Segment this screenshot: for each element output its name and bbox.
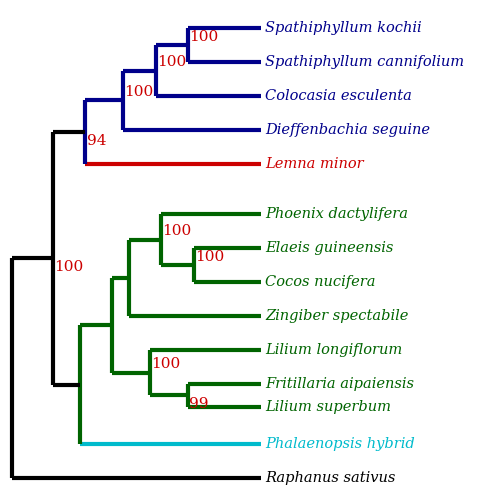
Text: 100: 100 [54,260,83,274]
Text: Phalaenopsis hybrid: Phalaenopsis hybrid [265,438,415,452]
Text: 100: 100 [125,84,154,98]
Text: Colocasia esculenta: Colocasia esculenta [265,89,412,103]
Text: Raphanus sativus: Raphanus sativus [265,472,396,486]
Text: 94: 94 [87,134,106,147]
Text: 100: 100 [151,357,181,371]
Text: Elaeis guineensis: Elaeis guineensis [265,242,394,256]
Text: Lilium longiflorum: Lilium longiflorum [265,343,402,357]
Text: 99: 99 [190,397,209,411]
Text: Spathiphyllum cannifolium: Spathiphyllum cannifolium [265,56,464,70]
Text: 100: 100 [190,30,219,44]
Text: 100: 100 [162,224,192,238]
Text: 100: 100 [195,250,224,264]
Text: 100: 100 [157,55,186,69]
Text: Phoenix dactylifera: Phoenix dactylifera [265,208,408,222]
Text: Dieffenbachia seguine: Dieffenbachia seguine [265,123,430,137]
Text: Lemna minor: Lemna minor [265,156,364,170]
Text: Fritillaria aipaiensis: Fritillaria aipaiensis [265,376,414,390]
Text: Zingiber spectabile: Zingiber spectabile [265,309,409,323]
Text: Lilium superbum: Lilium superbum [265,400,391,414]
Text: Spathiphyllum kochii: Spathiphyllum kochii [265,22,422,36]
Text: Cocos nucifera: Cocos nucifera [265,275,376,289]
